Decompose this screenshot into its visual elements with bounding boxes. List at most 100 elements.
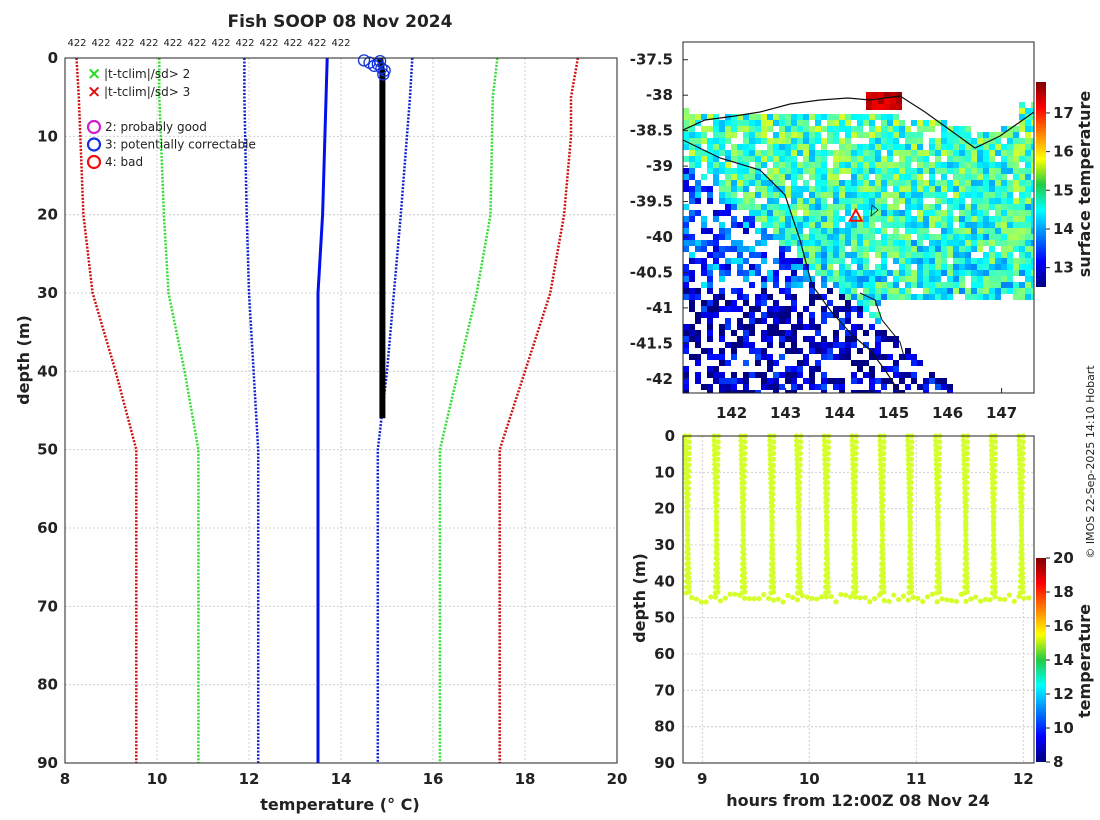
map-lon-ticks: 142 143 144 145 146 147 bbox=[716, 388, 1017, 422]
sst-cell bbox=[689, 210, 695, 216]
sst-cell bbox=[761, 258, 767, 264]
sst-cell bbox=[869, 324, 875, 330]
cast-point bbox=[907, 514, 914, 520]
sst-cell bbox=[959, 246, 965, 252]
sst-cell bbox=[941, 258, 947, 264]
cast-point bbox=[823, 549, 829, 555]
sst-cell bbox=[767, 138, 773, 144]
sst-cell bbox=[1019, 288, 1025, 294]
sst-cell bbox=[737, 270, 743, 276]
sst-cell bbox=[797, 222, 803, 228]
sst-cell bbox=[701, 126, 707, 132]
cast-point bbox=[908, 497, 914, 503]
sst-cell bbox=[773, 150, 779, 156]
sst-cell bbox=[755, 318, 761, 324]
sst-cell bbox=[833, 180, 839, 186]
sst-cell bbox=[791, 390, 797, 393]
cast-point bbox=[684, 543, 690, 550]
sst-cell bbox=[773, 258, 779, 264]
sst-cell bbox=[761, 252, 767, 258]
sst-cell bbox=[737, 324, 743, 330]
sst-cell bbox=[875, 138, 881, 144]
sst-cell bbox=[845, 198, 851, 204]
sst-cell bbox=[785, 258, 791, 264]
sst-cell bbox=[785, 330, 791, 336]
sst-cell bbox=[887, 282, 893, 288]
cast-point bbox=[794, 447, 800, 453]
sst-cell bbox=[797, 150, 803, 156]
sst-cell bbox=[1007, 192, 1013, 198]
cast-point bbox=[795, 572, 801, 579]
cast-point bbox=[881, 456, 887, 462]
cast-point bbox=[797, 456, 803, 462]
sst-cell bbox=[767, 210, 773, 216]
cast-point bbox=[714, 491, 720, 497]
cast-point bbox=[797, 479, 803, 486]
sst-cell bbox=[791, 240, 797, 246]
sst-cell bbox=[947, 294, 953, 300]
series-profile bbox=[377, 57, 386, 419]
sst-cell bbox=[1007, 210, 1013, 216]
sst-cell bbox=[851, 198, 857, 204]
sst-cell bbox=[872, 92, 878, 98]
sst-cell bbox=[911, 198, 917, 204]
depth-tick-label: 20 bbox=[654, 500, 675, 518]
cast-point bbox=[852, 491, 858, 497]
sst-cell bbox=[977, 180, 983, 186]
annotation-count: 422 bbox=[307, 38, 326, 49]
sst-cell bbox=[983, 234, 989, 240]
sst-cell bbox=[719, 150, 725, 156]
sst-cell bbox=[845, 180, 851, 186]
sst-cell bbox=[689, 150, 695, 156]
sst-cell bbox=[695, 246, 701, 252]
sst-cell bbox=[809, 318, 815, 324]
sst-cell bbox=[881, 126, 887, 132]
sst-cell bbox=[791, 276, 797, 282]
sst-cell bbox=[785, 294, 791, 300]
sst-cell bbox=[683, 336, 689, 342]
sst-cell bbox=[977, 150, 983, 156]
sst-cell bbox=[917, 222, 923, 228]
sst-cell bbox=[707, 366, 713, 372]
sst-cell bbox=[995, 192, 1001, 198]
sst-cell bbox=[917, 138, 923, 144]
sst-cell bbox=[785, 336, 791, 342]
cast-point bbox=[715, 439, 721, 445]
cast-point bbox=[881, 462, 887, 468]
sst-cell bbox=[719, 186, 725, 192]
sst-cell bbox=[881, 168, 887, 174]
cast-point bbox=[713, 538, 719, 544]
sst-cell bbox=[761, 210, 767, 216]
sst-cell bbox=[863, 120, 869, 126]
sst-cell bbox=[719, 120, 725, 126]
legend-marker-label: |t-tclim|/sd> 2 bbox=[104, 67, 190, 81]
sst-cell bbox=[725, 390, 731, 393]
cast-point bbox=[824, 503, 830, 509]
sst-cell bbox=[695, 294, 701, 300]
sst-cell bbox=[866, 98, 872, 104]
cast-point bbox=[905, 442, 911, 449]
cast-point bbox=[825, 468, 831, 474]
sst-cell bbox=[773, 228, 779, 234]
sst-cell bbox=[941, 264, 947, 270]
cast-point bbox=[962, 572, 968, 579]
sst-cell bbox=[773, 300, 779, 306]
sst-cell bbox=[1001, 168, 1007, 174]
cast-point bbox=[741, 497, 747, 503]
sst-cell bbox=[797, 132, 803, 138]
sst-cell bbox=[833, 168, 839, 174]
sst-cell bbox=[701, 174, 707, 180]
sst-cell bbox=[857, 174, 863, 180]
sst-cell bbox=[791, 234, 797, 240]
sst-cell bbox=[749, 330, 755, 336]
island bbox=[870, 204, 879, 217]
cast-point bbox=[1016, 442, 1022, 449]
sst-cell bbox=[773, 132, 779, 138]
sst-cell bbox=[1025, 234, 1031, 240]
sst-cell bbox=[977, 138, 983, 144]
sst-cell bbox=[971, 210, 977, 216]
sst-cell bbox=[755, 138, 761, 144]
legend-marker-label: |t-tclim|/sd> 3 bbox=[104, 85, 190, 99]
sst-cell bbox=[803, 114, 809, 120]
sst-cell bbox=[965, 288, 971, 294]
